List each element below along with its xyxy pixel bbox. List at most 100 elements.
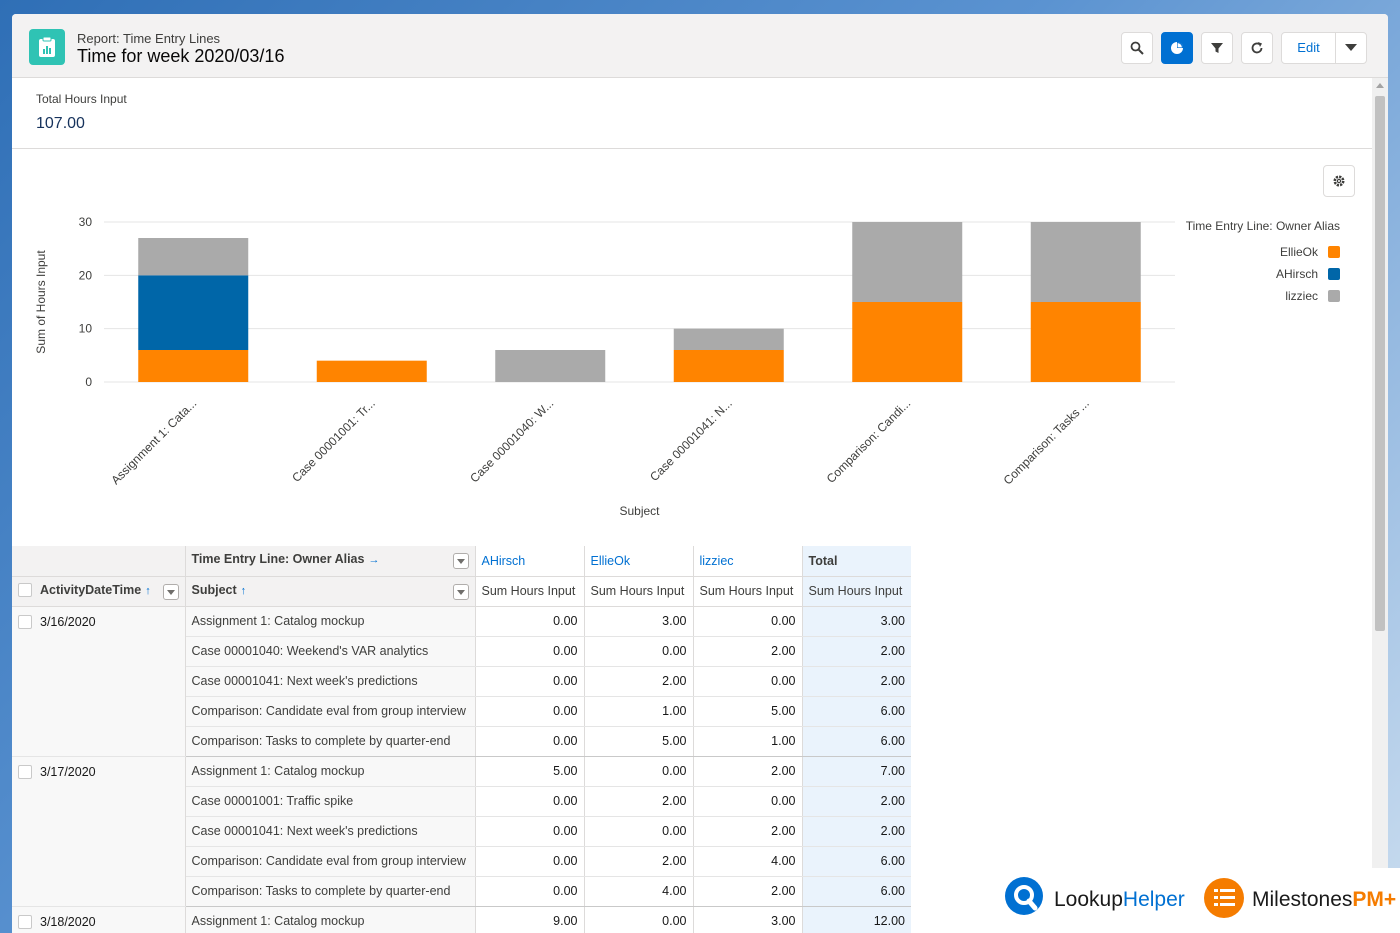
- summary-value: 107.00: [36, 115, 85, 132]
- sort-asc-icon: ↑: [240, 584, 247, 597]
- more-actions-dropdown[interactable]: [1336, 33, 1366, 63]
- y-tick-label: 0: [85, 375, 92, 389]
- value-cell: 0.00: [584, 816, 694, 847]
- col-owner-ellieok[interactable]: EllieOk: [584, 546, 694, 577]
- value-cell: 2.00: [693, 636, 803, 667]
- value-cell: 2.00: [584, 666, 694, 697]
- x-tick-label: Comparison: Candi...: [824, 396, 914, 486]
- col-subject-label: Subject: [191, 582, 237, 597]
- table-row: Case 00001001: Traffic spike 0.00 2.00 0.00…: [12, 786, 911, 817]
- legend-swatch: [1328, 290, 1340, 302]
- activity-date: 3/16/2020: [40, 614, 96, 629]
- value-cell: 0.00: [475, 636, 585, 667]
- col-total: Total: [802, 546, 911, 577]
- subject-cell: Comparison: Tasks to complete by quarter…: [185, 726, 476, 757]
- lookuphelper-logo-icon: [1005, 877, 1043, 915]
- bar-segment-ellieok: [138, 350, 249, 382]
- vertical-scrollbar[interactable]: [1372, 78, 1388, 933]
- edit-button[interactable]: Edit: [1282, 33, 1336, 63]
- chevron-down-icon: [1345, 44, 1357, 51]
- total-cell: 7.00: [802, 756, 911, 787]
- legend-label: AHirsch: [1276, 267, 1318, 281]
- total-cell: 6.00: [802, 846, 911, 877]
- legend-swatch: [1328, 268, 1340, 280]
- filter-button[interactable]: [1201, 32, 1233, 64]
- page-title: Time for week 2020/03/16: [77, 46, 285, 66]
- table-row: Case 00001041: Next week's predictions 0.…: [12, 666, 911, 697]
- subject-column-menu[interactable]: [452, 583, 469, 600]
- col-activity-date[interactable]: ActivityDateTime ↑: [12, 576, 186, 607]
- bar-segment-lizziec: [852, 222, 963, 302]
- total-cell: 3.00: [802, 606, 911, 637]
- legend-title: Time Entry Line: Owner Alias: [1186, 219, 1340, 233]
- total-cell: 12.00: [802, 906, 911, 933]
- col-subject[interactable]: Subject ↑: [185, 576, 476, 607]
- bar-segment-ellieok: [316, 360, 427, 382]
- chart-toggle-button[interactable]: [1161, 32, 1193, 64]
- table-row: Comparison: Candidate eval from group in…: [12, 846, 911, 877]
- milestonespm-logo-icon: [1204, 878, 1244, 918]
- subject-cell: Comparison: Candidate eval from group in…: [185, 846, 476, 877]
- bar-segment-ahirsch: [138, 275, 249, 350]
- row-checkbox[interactable]: [18, 615, 32, 630]
- x-tick-label: Comparison: Tasks ...: [1001, 396, 1092, 487]
- scroll-up-icon[interactable]: [1376, 83, 1384, 88]
- report-header: Report: Time Entry Lines Time for week 2…: [12, 14, 1388, 78]
- subject-cell: Case 00001040: Weekend's VAR analytics: [185, 636, 476, 667]
- row-checkbox[interactable]: [18, 765, 32, 780]
- legend-swatch: [1328, 246, 1340, 258]
- group-header-menu[interactable]: [452, 553, 469, 570]
- value-cell: 2.00: [693, 876, 803, 907]
- chart-settings-button[interactable]: [1323, 165, 1355, 197]
- y-axis-title: Sum of Hours Input: [34, 250, 48, 354]
- activity-date: 3/17/2020: [40, 764, 96, 779]
- x-axis-title: Subject: [619, 504, 660, 518]
- subject-cell: Comparison: Tasks to complete by quarter…: [185, 876, 476, 907]
- value-cell: 2.00: [584, 846, 694, 877]
- value-cell: 0.00: [475, 876, 585, 907]
- table-row: Case 00001041: Next week's predictions 0.…: [12, 816, 911, 847]
- total-cell: 6.00: [802, 726, 911, 757]
- group-header-label: Time Entry Line: Owner Alias: [191, 552, 365, 567]
- subject-cell: Case 00001041: Next week's predictions: [185, 816, 476, 847]
- select-all-checkbox[interactable]: [18, 583, 32, 598]
- value-cell: 0.00: [475, 786, 585, 817]
- col-owner-ahirsch[interactable]: AHirsch: [475, 546, 585, 577]
- measure-header: Sum Hours Input: [584, 576, 694, 607]
- activity-column-menu[interactable]: [162, 583, 179, 600]
- filter-icon: [1211, 43, 1223, 53]
- bar-segment-lizziec: [673, 328, 784, 350]
- report-card: Report: Time Entry Lines Time for week 2…: [12, 14, 1388, 933]
- value-cell: 0.00: [584, 756, 694, 787]
- value-cell: 4.00: [693, 846, 803, 877]
- value-cell: 0.00: [475, 726, 585, 757]
- milestonespm-logo-text: MilestonesPM+: [1252, 888, 1397, 911]
- refresh-icon: [1251, 42, 1263, 54]
- total-cell: 2.00: [802, 786, 911, 817]
- bar-segment-ellieok: [1030, 302, 1141, 382]
- table-row: Comparison: Tasks to complete by quarter…: [12, 726, 911, 757]
- gear-icon: [1333, 175, 1345, 187]
- report-icon: [29, 29, 65, 65]
- value-cell: 5.00: [475, 756, 585, 787]
- value-cell: 2.00: [584, 786, 694, 817]
- value-cell: 0.00: [584, 636, 694, 667]
- refresh-button[interactable]: [1241, 32, 1273, 64]
- report-type-label: Report: Time Entry Lines: [77, 31, 221, 46]
- total-cell: 6.00: [802, 876, 911, 907]
- divider: [12, 148, 1372, 149]
- legend-label: EllieOk: [1280, 245, 1319, 259]
- col-owner-lizziec[interactable]: lizziec: [693, 546, 803, 577]
- edit-button-group: Edit: [1281, 32, 1367, 64]
- value-cell: 1.00: [693, 726, 803, 757]
- scroll-thumb[interactable]: [1375, 96, 1385, 631]
- row-checkbox[interactable]: [18, 915, 32, 930]
- table-row: 3/16/2020 Assignment 1: Catalog mockup 0.0…: [12, 606, 911, 757]
- y-tick-label: 30: [79, 215, 93, 229]
- x-tick-label: Case 00001041: N...: [647, 396, 735, 484]
- measure-header: Sum Hours Input: [693, 576, 803, 607]
- search-button[interactable]: [1121, 32, 1153, 64]
- table-corner: [12, 546, 186, 577]
- summary-label: Total Hours Input: [36, 92, 127, 106]
- subject-cell: Comparison: Candidate eval from group in…: [185, 696, 476, 727]
